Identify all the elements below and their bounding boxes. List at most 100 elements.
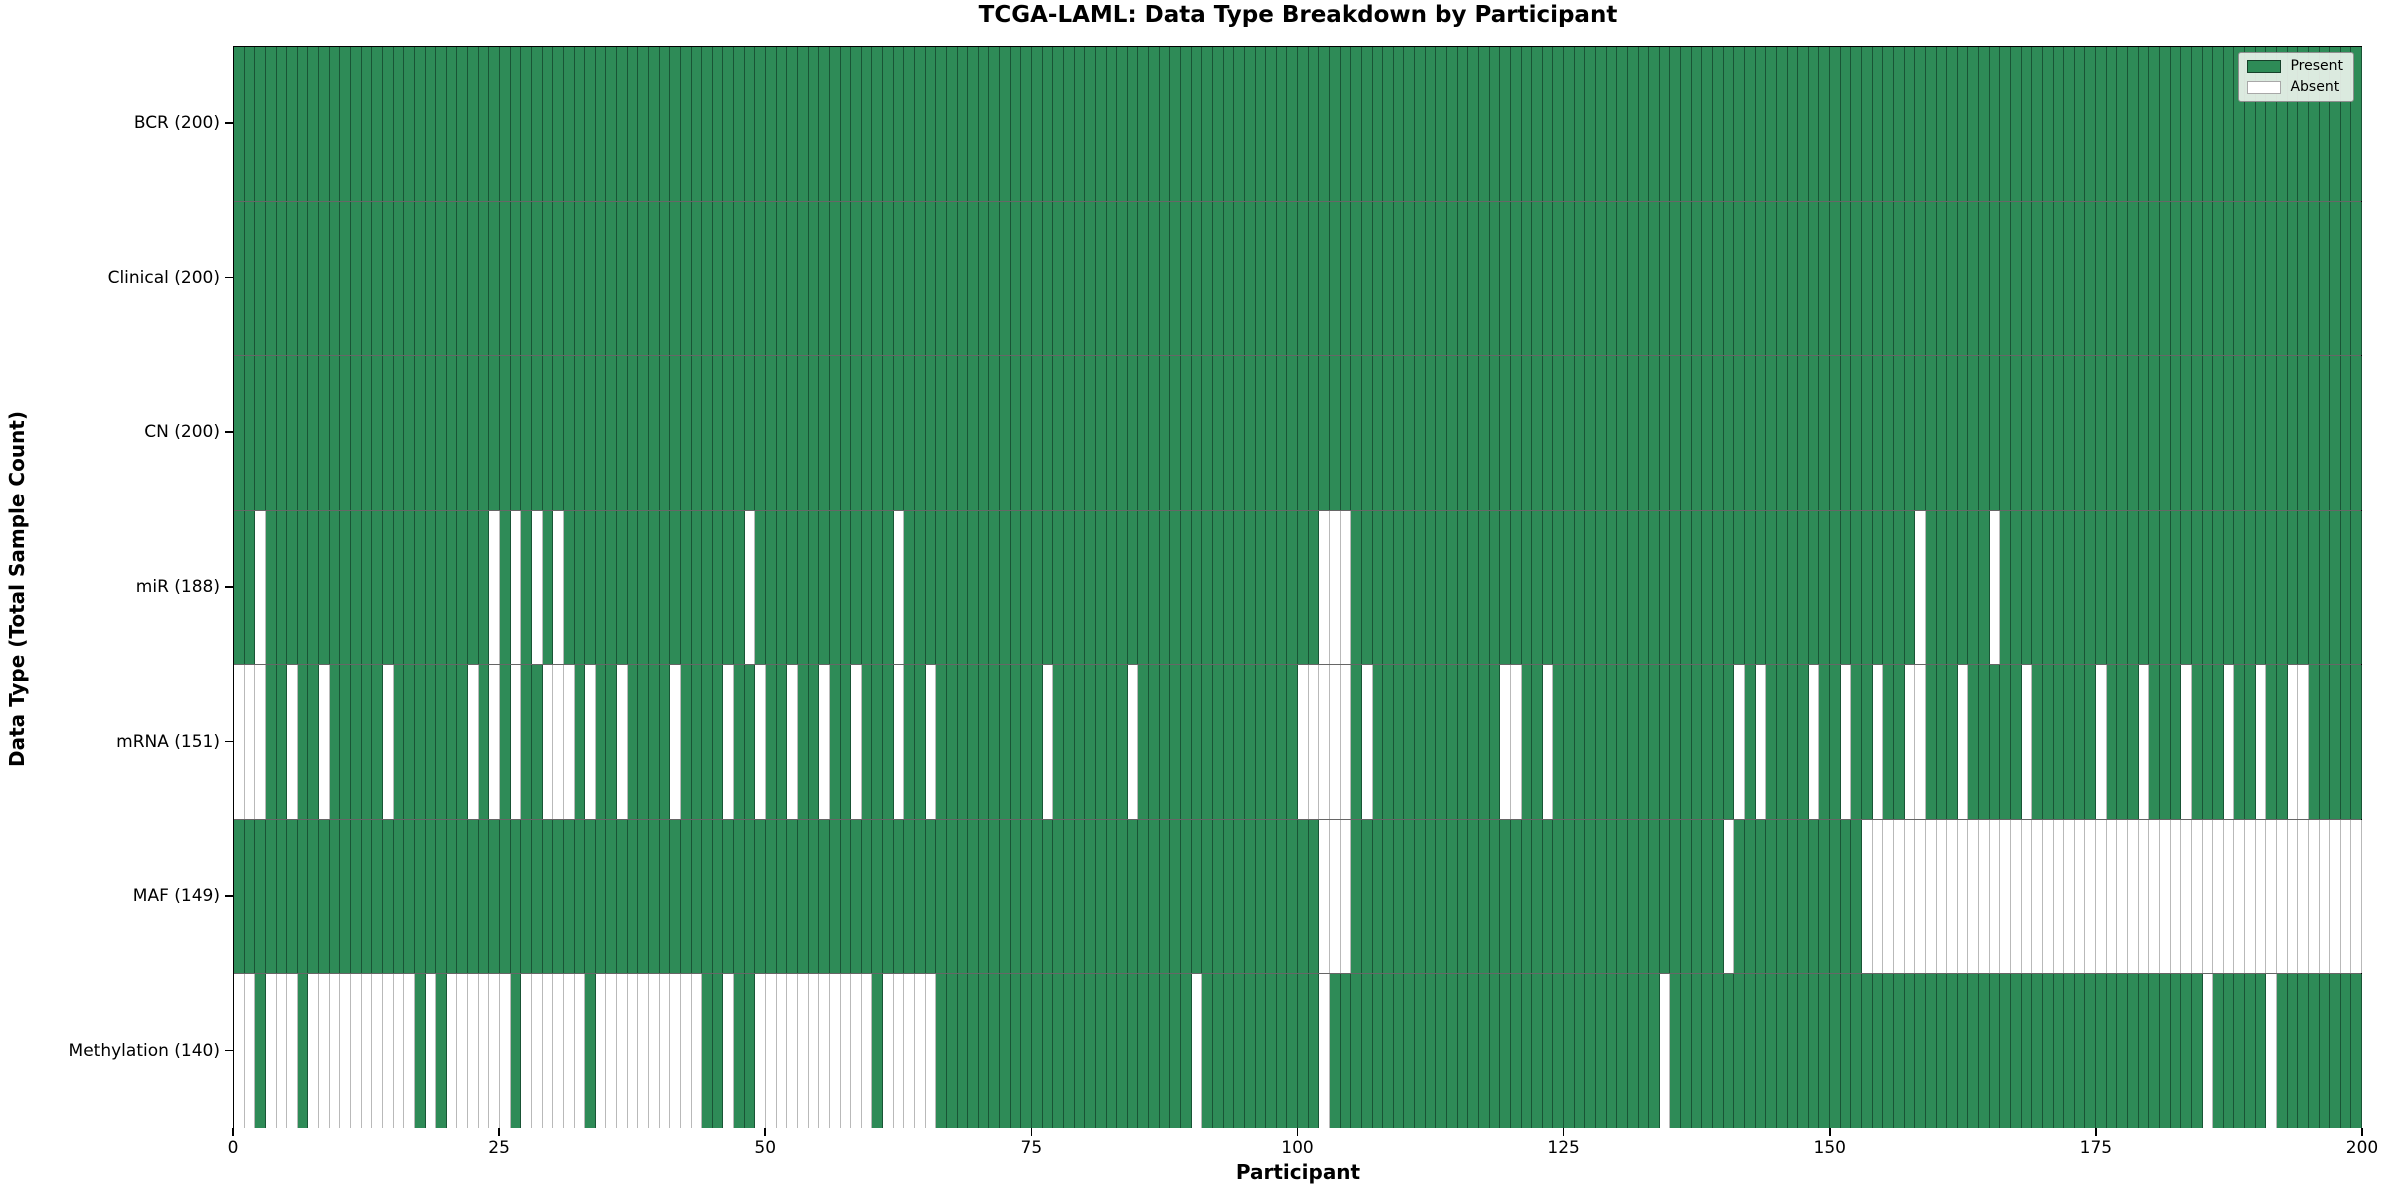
cell-Methylation-138 bbox=[1702, 974, 1714, 1129]
cell-CN-47 bbox=[734, 356, 745, 510]
cell-BCR-54 bbox=[808, 47, 820, 201]
cell-Clinical-39 bbox=[648, 201, 660, 356]
legend-label-absent: Absent bbox=[2290, 79, 2340, 95]
cell-CN-111 bbox=[1415, 356, 1426, 510]
cell-mRNA-95 bbox=[1244, 665, 1256, 819]
cell-BCR-17 bbox=[414, 47, 426, 201]
cell-mRNA-91 bbox=[1202, 665, 1213, 819]
cell-mRNA-10 bbox=[340, 665, 352, 819]
cell-MAF-194 bbox=[2298, 819, 2309, 974]
cell-miR-60 bbox=[872, 510, 884, 665]
cell-BCR-115 bbox=[1457, 47, 1469, 201]
cell-mRNA-139 bbox=[1713, 665, 1724, 819]
cell-CN-49 bbox=[755, 356, 767, 510]
cell-Clinical-161 bbox=[1947, 201, 1958, 356]
cell-Clinical-198 bbox=[2340, 201, 2352, 356]
cell-MAF-154 bbox=[1872, 819, 1884, 974]
cell-Clinical-115 bbox=[1457, 201, 1469, 356]
cell-miR-111 bbox=[1415, 510, 1426, 665]
cell-Clinical-69 bbox=[968, 201, 979, 356]
cell-MAF-101 bbox=[1308, 819, 1320, 974]
cell-miR-198 bbox=[2340, 510, 2352, 665]
cell-Methylation-178 bbox=[2128, 974, 2139, 1129]
cell-miR-187 bbox=[2223, 510, 2235, 665]
cell-BCR-37 bbox=[627, 47, 639, 201]
cell-Clinical-125 bbox=[1564, 201, 1575, 356]
cell-mRNA-195 bbox=[2308, 665, 2320, 819]
cell-BCR-145 bbox=[1776, 47, 1788, 201]
cell-CN-138 bbox=[1702, 356, 1714, 510]
cell-mRNA-86 bbox=[1149, 665, 1160, 819]
cell-Methylation-171 bbox=[2053, 974, 2065, 1129]
cell-Clinical-8 bbox=[319, 201, 330, 356]
cell-CN-110 bbox=[1404, 356, 1416, 510]
cell-CN-144 bbox=[1766, 356, 1777, 510]
cell-miR-96 bbox=[1255, 510, 1267, 665]
cell-Methylation-167 bbox=[2010, 974, 2022, 1129]
cell-Methylation-99 bbox=[1287, 974, 1299, 1129]
cell-MAF-77 bbox=[1053, 819, 1064, 974]
cell-Clinical-108 bbox=[1383, 201, 1394, 356]
cell-Clinical-43 bbox=[691, 201, 703, 356]
xtick-mark bbox=[1296, 1128, 1299, 1136]
cell-mRNA-159 bbox=[1925, 665, 1937, 819]
cell-miR-103 bbox=[1329, 510, 1341, 665]
cell-BCR-156 bbox=[1893, 47, 1905, 201]
cell-MAF-90 bbox=[1191, 819, 1203, 974]
cell-MAF-0 bbox=[234, 819, 245, 974]
cell-mRNA-58 bbox=[851, 665, 862, 819]
cell-mRNA-171 bbox=[2053, 665, 2065, 819]
cell-miR-135 bbox=[1670, 510, 1682, 665]
cell-BCR-100 bbox=[1298, 47, 1309, 201]
cell-Clinical-6 bbox=[297, 201, 309, 356]
cell-BCR-82 bbox=[1106, 47, 1118, 201]
cell-MAF-105 bbox=[1351, 819, 1362, 974]
cell-Methylation-154 bbox=[1872, 974, 1884, 1129]
cell-Clinical-22 bbox=[468, 201, 479, 356]
cell-CN-142 bbox=[1744, 356, 1756, 510]
cell-mRNA-90 bbox=[1191, 665, 1203, 819]
cell-MAF-20 bbox=[446, 819, 458, 974]
cell-mRNA-130 bbox=[1617, 665, 1628, 819]
cell-Clinical-129 bbox=[1606, 201, 1618, 356]
cell-BCR-75 bbox=[1032, 47, 1043, 201]
cell-CN-88 bbox=[1170, 356, 1182, 510]
cell-Methylation-139 bbox=[1713, 974, 1724, 1129]
cell-miR-156 bbox=[1893, 510, 1905, 665]
cell-mRNA-177 bbox=[2117, 665, 2129, 819]
cell-CN-70 bbox=[978, 356, 990, 510]
cell-BCR-12 bbox=[361, 47, 373, 201]
cell-MAF-181 bbox=[2159, 819, 2171, 974]
cell-Methylation-164 bbox=[1979, 974, 1990, 1129]
cell-CN-180 bbox=[2149, 356, 2160, 510]
cell-MAF-142 bbox=[1744, 819, 1756, 974]
cell-MAF-173 bbox=[2074, 819, 2086, 974]
cell-mRNA-97 bbox=[1266, 665, 1277, 819]
cell-Methylation-29 bbox=[542, 974, 554, 1129]
cell-Methylation-18 bbox=[425, 974, 437, 1129]
cell-Methylation-75 bbox=[1032, 974, 1043, 1129]
cell-MAF-10 bbox=[340, 819, 352, 974]
cell-Methylation-166 bbox=[2000, 974, 2011, 1129]
cell-miR-157 bbox=[1904, 510, 1916, 665]
cell-Clinical-144 bbox=[1766, 201, 1777, 356]
cell-Clinical-31 bbox=[563, 201, 575, 356]
cell-BCR-162 bbox=[1957, 47, 1969, 201]
cell-mRNA-173 bbox=[2074, 665, 2086, 819]
cell-Clinical-114 bbox=[1447, 201, 1458, 356]
cell-BCR-142 bbox=[1744, 47, 1756, 201]
cell-BCR-195 bbox=[2308, 47, 2320, 201]
cell-MAF-68 bbox=[957, 819, 969, 974]
cell-mRNA-94 bbox=[1234, 665, 1245, 819]
cell-mRNA-137 bbox=[1691, 665, 1703, 819]
cell-Methylation-190 bbox=[2255, 974, 2267, 1129]
cell-Methylation-5 bbox=[287, 974, 298, 1129]
cell-Methylation-31 bbox=[563, 974, 575, 1129]
cell-miR-88 bbox=[1170, 510, 1182, 665]
cell-BCR-99 bbox=[1287, 47, 1299, 201]
cell-CN-11 bbox=[351, 356, 362, 510]
cell-MAF-61 bbox=[883, 819, 894, 974]
cell-miR-129 bbox=[1606, 510, 1618, 665]
cell-MAF-37 bbox=[627, 819, 639, 974]
cell-MAF-59 bbox=[861, 819, 873, 974]
